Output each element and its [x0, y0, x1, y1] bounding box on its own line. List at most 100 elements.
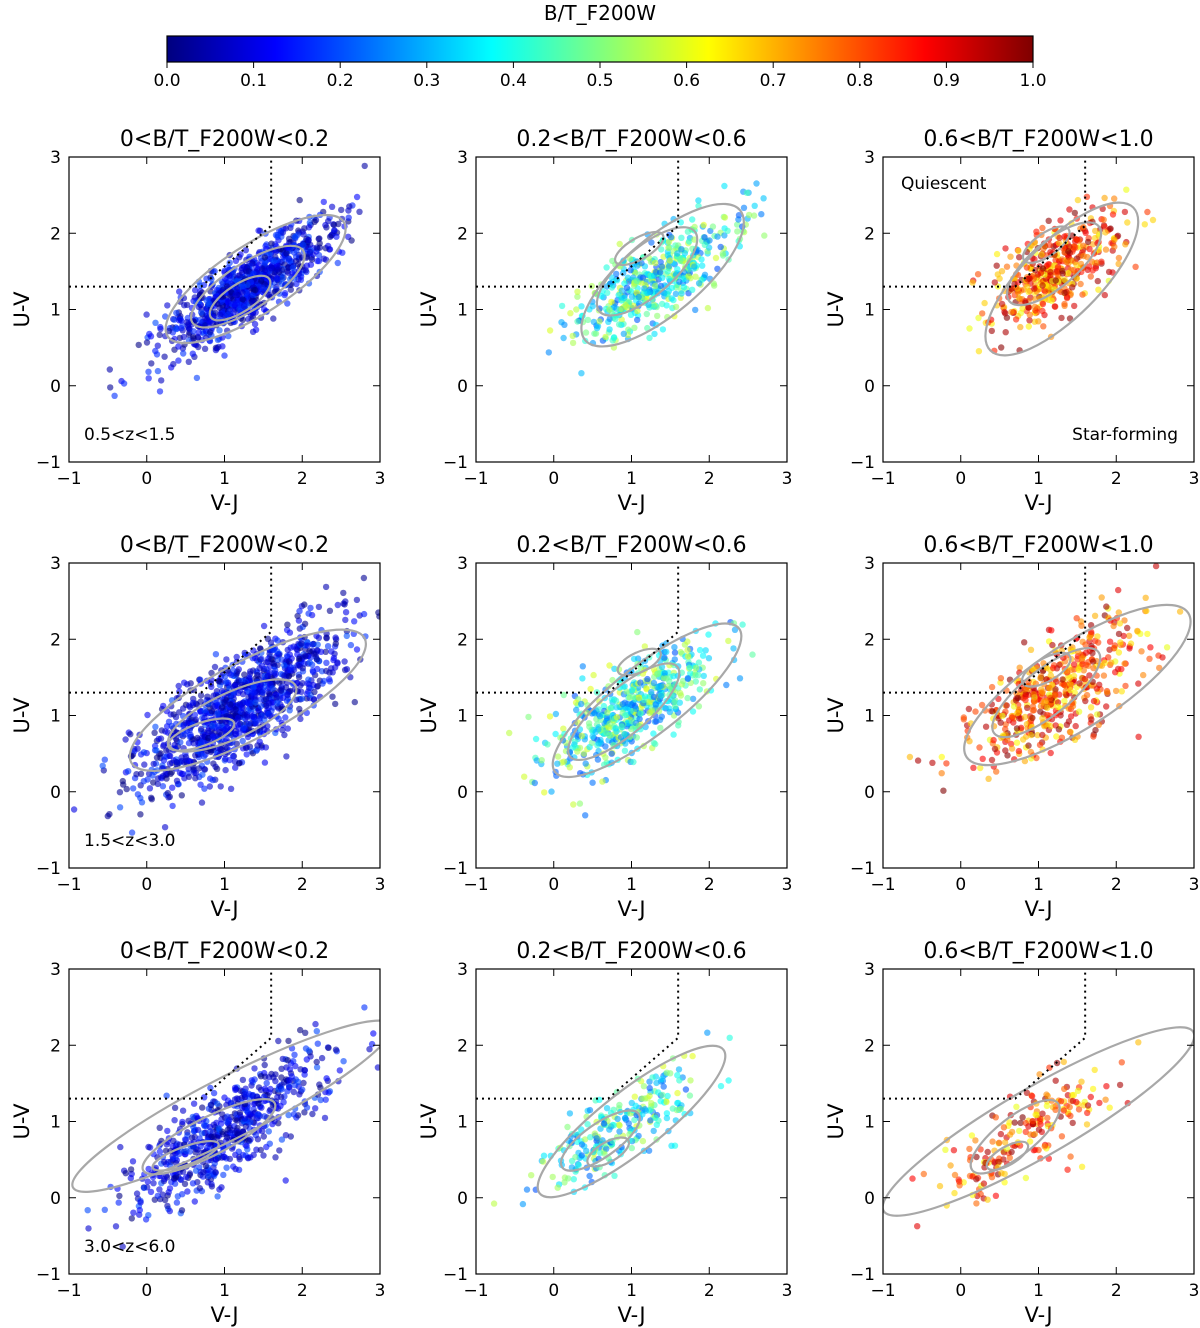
data-point	[695, 672, 702, 679]
data-point	[235, 760, 243, 767]
data-point	[176, 709, 183, 716]
data-point	[180, 722, 187, 730]
data-point	[613, 270, 620, 278]
data-point	[648, 239, 655, 246]
data-point	[582, 760, 589, 767]
data-point	[1147, 644, 1154, 651]
data-point	[252, 694, 259, 701]
data-point	[574, 318, 581, 325]
data-point	[658, 246, 665, 253]
data-point	[239, 289, 246, 296]
data-point	[228, 1126, 236, 1134]
data-point	[270, 258, 278, 265]
data-point	[254, 671, 261, 679]
data-point	[560, 691, 567, 699]
data-point	[184, 681, 191, 688]
colorbar-tick-label: 0.3	[413, 71, 440, 91]
y-tick-label: 2	[864, 224, 875, 244]
data-point	[1031, 698, 1038, 705]
data-point	[997, 675, 1005, 682]
data-point	[1026, 311, 1034, 318]
data-point	[579, 675, 586, 682]
data-point	[1058, 314, 1065, 322]
data-point	[656, 269, 664, 276]
scatter-points	[70, 574, 405, 836]
data-point	[323, 224, 330, 231]
data-point	[314, 1040, 321, 1047]
density-contours	[963, 603, 1192, 767]
data-point	[1015, 247, 1022, 254]
data-point	[287, 286, 294, 293]
data-point	[558, 302, 566, 310]
data-point	[340, 589, 347, 597]
data-point	[632, 705, 640, 713]
data-point	[1115, 649, 1123, 656]
data-point	[188, 1134, 196, 1141]
data-point	[293, 645, 300, 653]
data-point	[640, 696, 648, 703]
data-point	[1080, 242, 1087, 249]
panel-title: 0<B/T_F200W<0.2	[120, 533, 329, 558]
data-point	[1031, 303, 1039, 310]
data-point	[274, 637, 281, 644]
data-point	[1093, 259, 1101, 266]
y-tick-label: 1	[457, 707, 468, 727]
data-point	[691, 263, 698, 270]
data-point	[177, 1176, 185, 1184]
data-point	[250, 689, 257, 696]
data-point	[1027, 731, 1035, 739]
data-point	[134, 791, 142, 798]
data-point	[1025, 304, 1032, 311]
data-point	[1015, 747, 1023, 755]
data-point	[965, 705, 973, 713]
data-point	[1003, 263, 1011, 270]
data-point	[300, 241, 307, 249]
data-point	[231, 301, 239, 309]
data-point	[106, 366, 114, 373]
data-point	[284, 725, 291, 732]
data-point	[1115, 260, 1122, 268]
data-point	[641, 643, 648, 650]
data-point	[1054, 268, 1061, 276]
data-point	[1143, 607, 1150, 615]
data-point	[272, 231, 280, 239]
colorbar-tick-label: 0.1	[240, 71, 267, 91]
data-point	[1075, 708, 1083, 715]
data-point	[296, 663, 304, 670]
data-point	[1134, 627, 1141, 635]
data-point	[192, 287, 199, 294]
data-point	[399, 634, 405, 640]
data-point	[1052, 277, 1060, 284]
data-point	[627, 708, 634, 715]
data-point	[315, 603, 323, 611]
data-point	[1070, 661, 1078, 668]
density-contour	[141, 1098, 277, 1176]
data-point	[658, 713, 665, 720]
data-point	[659, 300, 666, 308]
data-point	[214, 710, 221, 717]
data-point	[976, 744, 983, 751]
data-point	[197, 781, 204, 788]
data-point	[1102, 246, 1110, 253]
data-point	[330, 221, 338, 228]
data-point	[602, 743, 609, 750]
data-point	[671, 644, 678, 651]
data-point	[621, 294, 628, 302]
y-tick-label: 1	[864, 301, 875, 321]
data-point	[1144, 208, 1151, 216]
data-point	[305, 236, 312, 244]
data-point	[159, 783, 167, 790]
data-point	[1149, 216, 1157, 224]
data-point	[326, 607, 334, 614]
data-point	[178, 1207, 186, 1214]
data-point	[232, 730, 240, 738]
data-point	[698, 256, 705, 263]
density-contour	[1005, 221, 1103, 307]
data-point	[663, 648, 670, 656]
data-point	[137, 751, 145, 758]
data-point	[749, 651, 756, 658]
data-point	[674, 250, 681, 257]
data-point	[723, 681, 730, 689]
data-point	[248, 1077, 255, 1084]
